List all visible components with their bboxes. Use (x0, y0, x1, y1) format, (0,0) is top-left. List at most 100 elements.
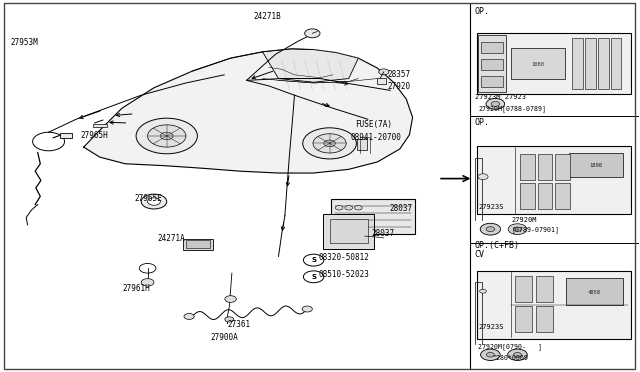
Circle shape (508, 224, 527, 235)
Text: OP.(C+FB): OP.(C+FB) (474, 241, 520, 250)
Text: OP.: OP. (474, 118, 490, 127)
Bar (569, 153, 623, 177)
Circle shape (303, 271, 324, 283)
Circle shape (481, 349, 500, 360)
Text: FUSE(7A): FUSE(7A) (355, 119, 392, 129)
Bar (556, 183, 570, 209)
Circle shape (486, 353, 494, 357)
Text: S: S (311, 257, 316, 263)
Bar (481, 59, 503, 70)
Bar (378, 78, 387, 84)
Circle shape (305, 29, 320, 38)
Circle shape (324, 140, 335, 147)
Bar (611, 38, 621, 89)
Circle shape (480, 223, 500, 235)
Text: 28357: 28357 (387, 70, 410, 78)
Text: 27965H: 27965H (81, 131, 108, 140)
Circle shape (161, 132, 173, 140)
Circle shape (491, 102, 500, 106)
Circle shape (136, 118, 197, 154)
Bar (538, 154, 552, 180)
Circle shape (141, 279, 154, 286)
Circle shape (513, 353, 522, 357)
Bar (357, 138, 367, 150)
Bar (566, 278, 623, 305)
Text: [0789-07901]: [0789-07901] (511, 227, 559, 234)
Text: 1898: 1898 (589, 163, 603, 169)
Circle shape (355, 206, 362, 210)
Circle shape (479, 289, 486, 293)
Bar (572, 38, 583, 89)
Bar (477, 33, 631, 94)
Text: 27923M 27923: 27923M 27923 (474, 94, 525, 100)
Bar (323, 214, 374, 249)
Circle shape (379, 69, 389, 75)
Bar (536, 306, 553, 332)
Circle shape (148, 198, 161, 205)
Bar (520, 183, 534, 209)
Polygon shape (84, 49, 413, 173)
Bar (538, 183, 552, 209)
Text: 08320-50812: 08320-50812 (319, 253, 369, 262)
Circle shape (335, 206, 343, 210)
Bar (477, 271, 631, 339)
Circle shape (313, 134, 346, 153)
Text: 27361: 27361 (227, 320, 250, 329)
Bar (60, 133, 72, 138)
Circle shape (508, 349, 527, 360)
Bar (511, 48, 564, 79)
Text: S: S (311, 274, 316, 280)
Bar (536, 276, 553, 302)
Circle shape (225, 296, 236, 302)
Circle shape (141, 194, 167, 209)
Bar (515, 276, 532, 302)
Text: 08941-20700: 08941-20700 (351, 133, 401, 142)
Text: 27920M[0790-   ]: 27920M[0790- ] (478, 343, 542, 350)
Text: 4858: 4858 (588, 290, 601, 295)
Text: 27923S: 27923S (478, 204, 504, 210)
Text: 27965E: 27965E (135, 194, 163, 203)
Circle shape (148, 125, 186, 147)
Bar (477, 146, 631, 214)
Bar (186, 240, 210, 248)
Text: 27920M: 27920M (511, 217, 537, 223)
Circle shape (486, 99, 504, 109)
Circle shape (514, 227, 521, 231)
Bar (556, 154, 570, 180)
Text: 27920: 27920 (387, 83, 410, 92)
Text: 28037: 28037 (371, 229, 394, 238)
Circle shape (303, 254, 324, 266)
Bar (93, 124, 108, 128)
Polygon shape (262, 49, 358, 82)
Bar (598, 38, 609, 89)
Text: 28037: 28037 (389, 204, 412, 213)
Circle shape (225, 317, 234, 322)
Text: 1080: 1080 (531, 62, 544, 67)
Text: CV: CV (474, 250, 484, 259)
Bar (585, 38, 596, 89)
Text: 27900A: 27900A (210, 333, 238, 341)
Circle shape (486, 227, 495, 232)
Circle shape (478, 174, 488, 180)
Text: 27920M[0788-0789]: 27920M[0788-0789] (478, 105, 547, 112)
Circle shape (303, 128, 356, 159)
Bar (481, 76, 503, 87)
Text: 24271A: 24271A (157, 234, 185, 243)
Bar (478, 35, 506, 92)
Text: 24271B: 24271B (253, 12, 281, 22)
Text: 27961H: 27961H (122, 285, 150, 294)
Bar (520, 154, 534, 180)
Bar (481, 42, 503, 53)
Bar (182, 238, 213, 250)
Text: 27953M: 27953M (10, 38, 38, 47)
Text: OP.: OP. (474, 7, 490, 16)
Bar (332, 199, 415, 234)
Text: ^280*0069: ^280*0069 (492, 355, 529, 361)
Text: 27923S: 27923S (478, 324, 504, 330)
Circle shape (184, 314, 194, 320)
Circle shape (345, 206, 353, 210)
Text: 08510-52023: 08510-52023 (319, 270, 369, 279)
Bar (515, 306, 532, 332)
Circle shape (302, 306, 312, 312)
Bar (330, 219, 368, 243)
